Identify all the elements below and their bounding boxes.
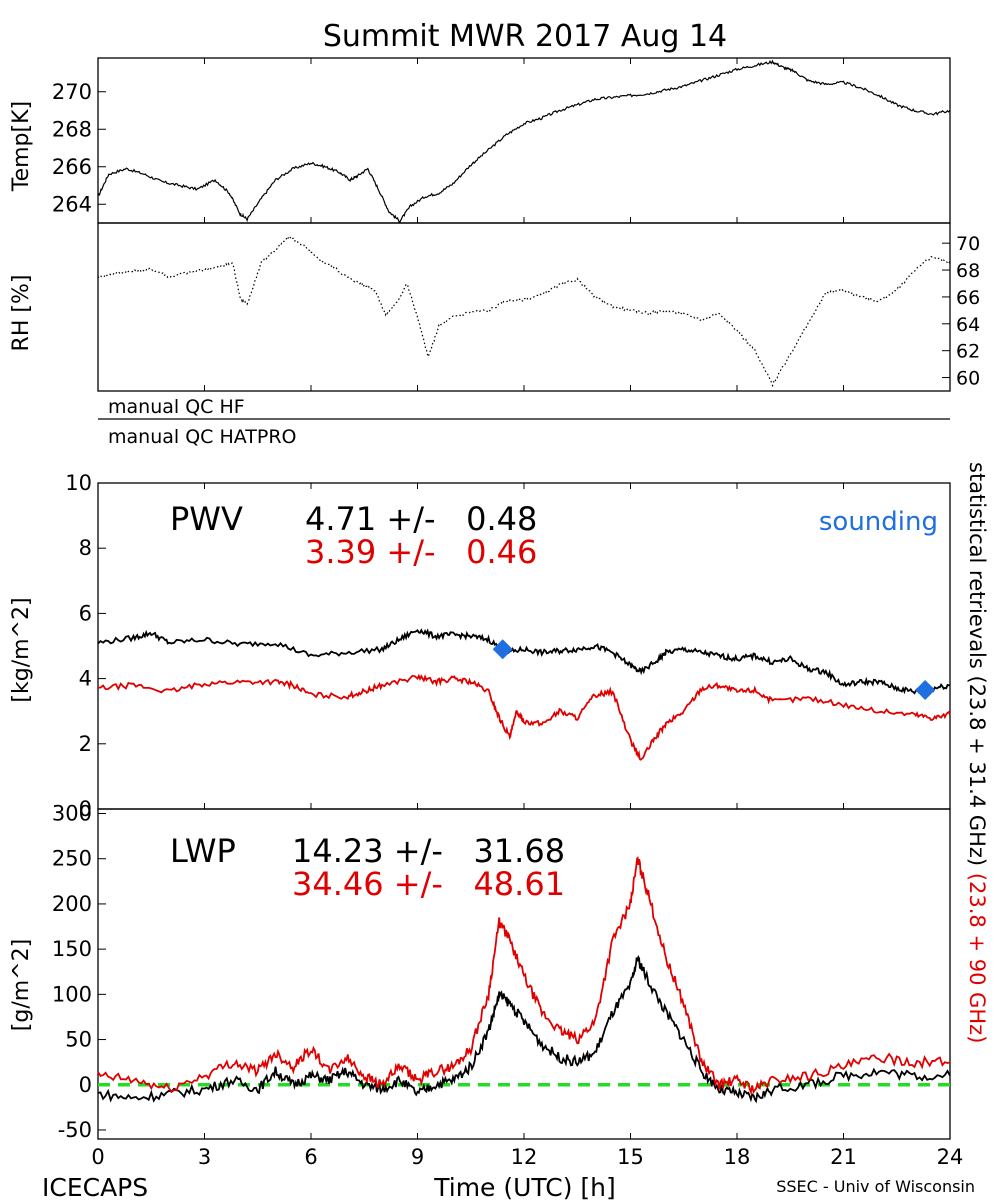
pwv-black-value: 4.71 +/- 0.48	[305, 500, 537, 538]
x-tick-label: 9	[411, 1145, 424, 1169]
y-tick-label: 0	[79, 797, 92, 821]
pwv-red-value: 3.39 +/- 0.46	[305, 533, 537, 571]
y-tick-label: 270	[52, 80, 92, 104]
x-tick-label: 3	[198, 1145, 211, 1169]
y-tick-label: 8	[79, 536, 92, 560]
y-tick-label: 68	[956, 260, 980, 282]
y-tick-label: 64	[956, 314, 980, 336]
pwv-ylabel: [kg/m^2]	[9, 597, 34, 702]
y-tick-label: 10	[65, 471, 92, 495]
y-tick-label: 50	[65, 1028, 92, 1052]
side-label-red: (23.8 + 90 GHz)	[965, 873, 989, 1044]
x-axis-label: Time (UTC) [h]	[433, 1173, 616, 1200]
lwp-red-value: 34.46 +/- 48.61	[292, 865, 565, 903]
temp-series-line	[97, 59, 951, 224]
y-tick-label: 264	[52, 192, 92, 216]
y-tick-label: 268	[52, 117, 92, 141]
side-label-black: statistical retrievals (23.8 + 31.4 GHz)	[965, 462, 989, 866]
x-tick-label: 6	[304, 1145, 317, 1169]
lwp-black-value: 14.23 +/- 31.68	[292, 832, 565, 870]
y-tick-label: 6	[79, 601, 92, 625]
footer-right: SSEC - Univ of Wisconsin	[776, 1177, 975, 1196]
qc-hf-label: manual QC HF	[108, 396, 245, 418]
red-series-line	[98, 673, 951, 761]
y-tick-label: 2	[79, 732, 92, 756]
x-tick-label: 21	[830, 1145, 857, 1169]
pwv-label: PWV	[170, 500, 243, 538]
y-tick-label: 70	[956, 233, 980, 255]
black-series-line	[97, 954, 951, 1104]
y-tick-label: 0	[79, 1073, 92, 1097]
temp-ylabel: Temp[K]	[9, 101, 34, 192]
sounding-legend: sounding	[819, 507, 938, 537]
chart-marks: 2642662682706062646668700246810-50050100…	[52, 58, 980, 1169]
side-label: statistical retrievals (23.8 + 31.4 GHz)…	[965, 462, 989, 1043]
sounding-marker	[915, 680, 936, 701]
x-tick-label: 12	[511, 1145, 538, 1169]
sounding-marker	[492, 639, 513, 660]
lwp-label: LWP	[170, 832, 236, 870]
y-tick-label: 100	[52, 982, 92, 1006]
y-tick-label: 200	[52, 892, 92, 916]
y-tick-label: -50	[58, 1118, 92, 1142]
x-tick-label: 24	[937, 1145, 964, 1169]
rh-panel-frame	[97, 222, 951, 392]
x-tick-label: 15	[617, 1145, 644, 1169]
x-tick-label: 0	[91, 1145, 104, 1169]
rh-series	[97, 235, 951, 388]
y-tick-label: 4	[79, 667, 92, 691]
y-tick-label: 250	[52, 847, 92, 871]
x-tick-label: 18	[724, 1145, 751, 1169]
black-series-line	[97, 628, 951, 695]
chart-title: Summit MWR 2017 Aug 14	[323, 19, 727, 54]
y-tick-label: 300	[52, 802, 92, 826]
red-series-line	[97, 856, 951, 1096]
rh-ylabel: RH [%]	[9, 275, 34, 352]
qc-hatpro-label: manual QC HATPRO	[108, 426, 297, 448]
y-tick-label: 66	[956, 287, 980, 309]
y-tick-label: 150	[52, 937, 92, 961]
y-tick-label: 60	[956, 368, 980, 390]
y-tick-label: 62	[956, 341, 980, 363]
y-tick-label: 266	[52, 155, 92, 179]
footer-left: ICECAPS	[42, 1173, 148, 1200]
lwp-ylabel: [g/m^2]	[9, 939, 34, 1031]
